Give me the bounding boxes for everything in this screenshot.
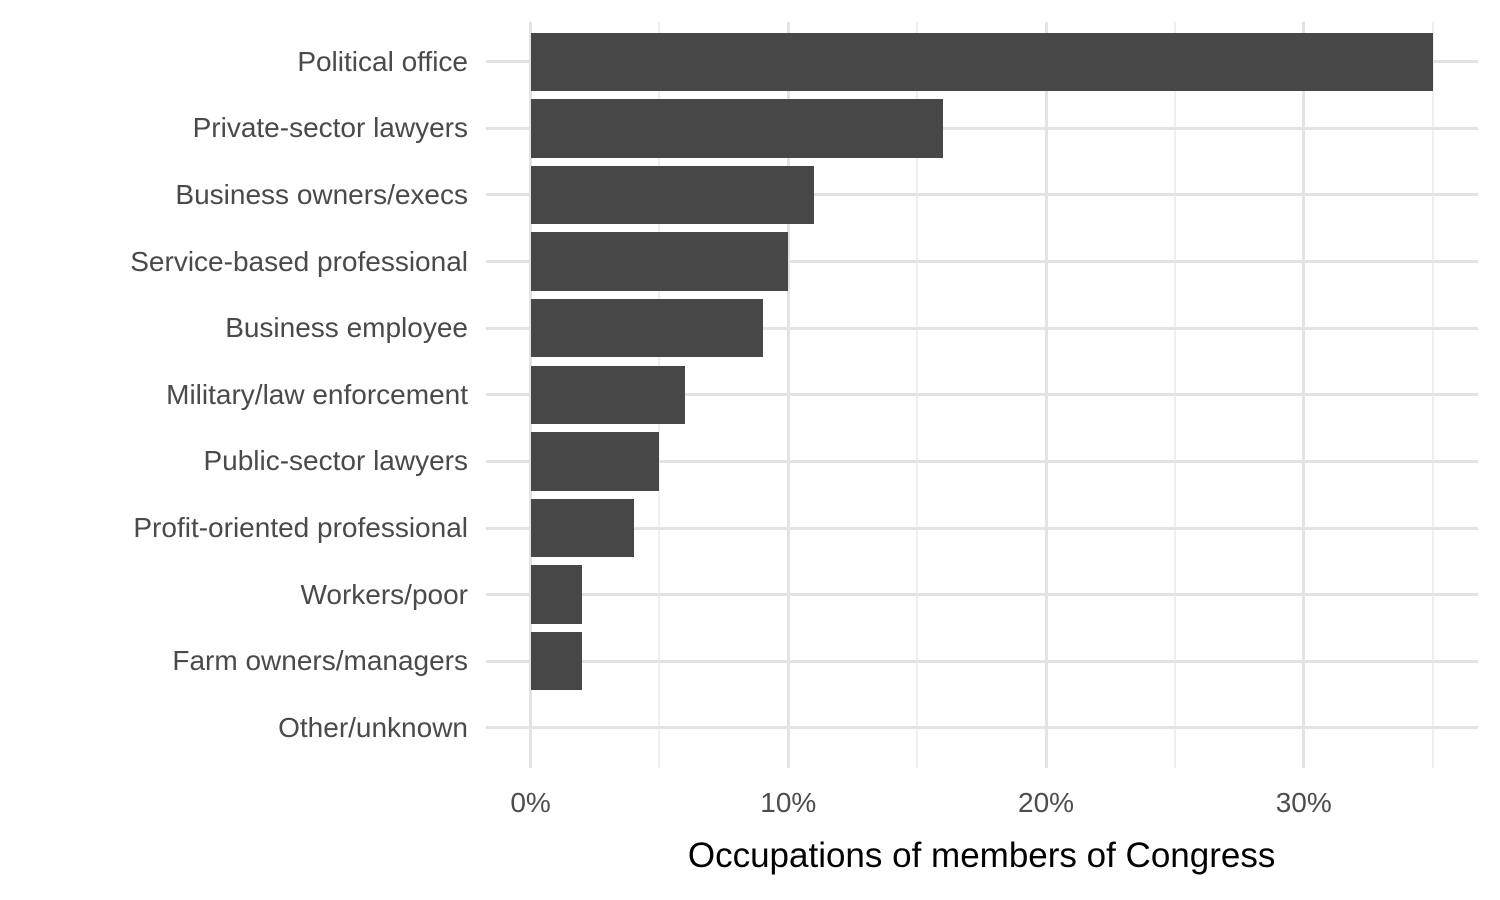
bar-business-owners-execs: [530, 165, 815, 225]
gridline-y-major: [485, 726, 1478, 730]
bar-service-based-professional: [530, 232, 789, 291]
category-label-farm-owners-managers: Farm owners/managers: [172, 645, 468, 677]
category-label-private-sector-lawyers: Private-sector lawyers: [192, 112, 468, 144]
gridline-y-major: [485, 260, 1478, 264]
gridline-y-major: [485, 459, 1478, 463]
bar-public-sector-lawyers: [530, 432, 660, 491]
category-label-profit-oriented-professional: Profit-oriented professional: [133, 512, 468, 543]
category-label-service-based-professional: Service-based professional: [130, 245, 468, 277]
category-label-political-office: Political office: [297, 45, 468, 77]
bar-private-sector-lawyers: [530, 99, 943, 158]
bar-political-office: [530, 32, 1433, 91]
gridline-y-major: [485, 393, 1478, 397]
gridline-y-major: [485, 526, 1478, 530]
bar-workers-poor: [530, 565, 583, 624]
x-tick-label: 10%: [760, 787, 817, 818]
x-tick-label: 0%: [510, 787, 551, 818]
bar-military-law-enforcement: [530, 365, 686, 424]
category-label-military-law-enforcement: Military/law enforcement: [166, 378, 468, 410]
x-axis-title: Occupations of members of Congress: [687, 836, 1276, 875]
bar-profit-oriented-professional: [530, 498, 634, 558]
category-label-business-employee: Business employee: [225, 312, 468, 344]
gridline-y-major: [485, 326, 1478, 330]
x-tick-label: 20%: [1017, 787, 1075, 818]
gridline-y-major: [485, 193, 1478, 197]
gridline-y-major: [485, 659, 1478, 663]
gridline-y-major: [485, 126, 1478, 130]
category-label-business-owners-execs: Business owners/execs: [175, 178, 468, 210]
x-tick-label: 30%: [1275, 787, 1332, 818]
gridline-y-major: [485, 593, 1478, 597]
category-label-other-unknown: Other/unknown: [278, 711, 468, 743]
category-label-public-sector-lawyers: Public-sector lawyers: [203, 445, 468, 477]
category-label-workers-poor: Workers/poor: [300, 578, 468, 610]
bar-business-employee: [530, 299, 763, 358]
bar-farm-owners-managers: [530, 632, 583, 691]
